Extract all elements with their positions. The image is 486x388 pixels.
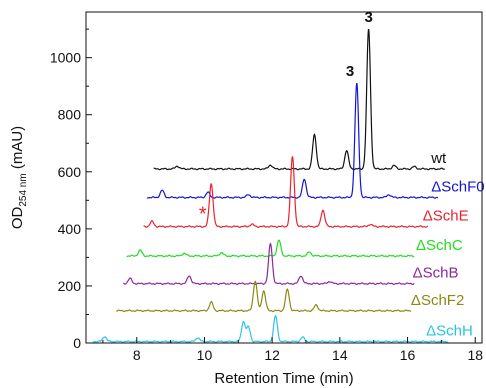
trace-1	[147, 83, 438, 198]
trace-6	[93, 316, 448, 343]
series-label: ΔSchF2	[411, 292, 464, 309]
trace-2	[144, 157, 428, 228]
y-tick-label: 400	[58, 221, 82, 237]
x-tick-label: 8	[133, 347, 141, 363]
y-axis-title-prefix: OD	[9, 207, 26, 230]
tick-layer: 8 10 12 14 16 18 0 200 400 600 800 1000	[50, 29, 483, 363]
series-label: ΔSchE	[423, 208, 469, 225]
y-tick-label: 1000	[50, 50, 81, 66]
y-tick-label: 800	[58, 107, 82, 123]
series-label-layer: wt ΔSchF0 ΔSchE ΔSchC ΔSchB ΔSchF2 ΔSchH	[411, 150, 485, 340]
trace-3	[127, 240, 415, 257]
trace-4	[123, 244, 414, 285]
annotation-label: 3	[346, 63, 354, 80]
y-axis-title-suffix: (mAU)	[9, 126, 26, 174]
x-tick-label: 18	[467, 347, 483, 363]
annotation-label: *	[199, 203, 207, 225]
x-tick-label: 12	[264, 347, 280, 363]
x-tick-label: 16	[400, 347, 416, 363]
x-tick-label: 14	[332, 347, 348, 363]
y-axis-title-subscript: 254 nm	[18, 173, 29, 206]
series-label: wt	[430, 150, 447, 167]
series-layer	[93, 30, 448, 343]
series-label: ΔSchB	[413, 265, 459, 282]
trace-5	[116, 281, 410, 311]
x-tick-label: 10	[197, 347, 213, 363]
y-tick-label: 0	[73, 335, 81, 351]
y-tick-label: 600	[58, 164, 82, 180]
annotation-layer: 33*	[199, 9, 373, 225]
y-tick-label: 200	[58, 278, 82, 294]
trace-0	[154, 30, 445, 170]
series-label: ΔSchH	[426, 323, 473, 340]
x-axis-title: Retention Time (min)	[214, 370, 353, 387]
y-axis-title: OD254 nm (mAU)	[9, 126, 29, 229]
series-label: ΔSchF0	[431, 178, 484, 195]
series-label: ΔSchC	[416, 237, 463, 254]
